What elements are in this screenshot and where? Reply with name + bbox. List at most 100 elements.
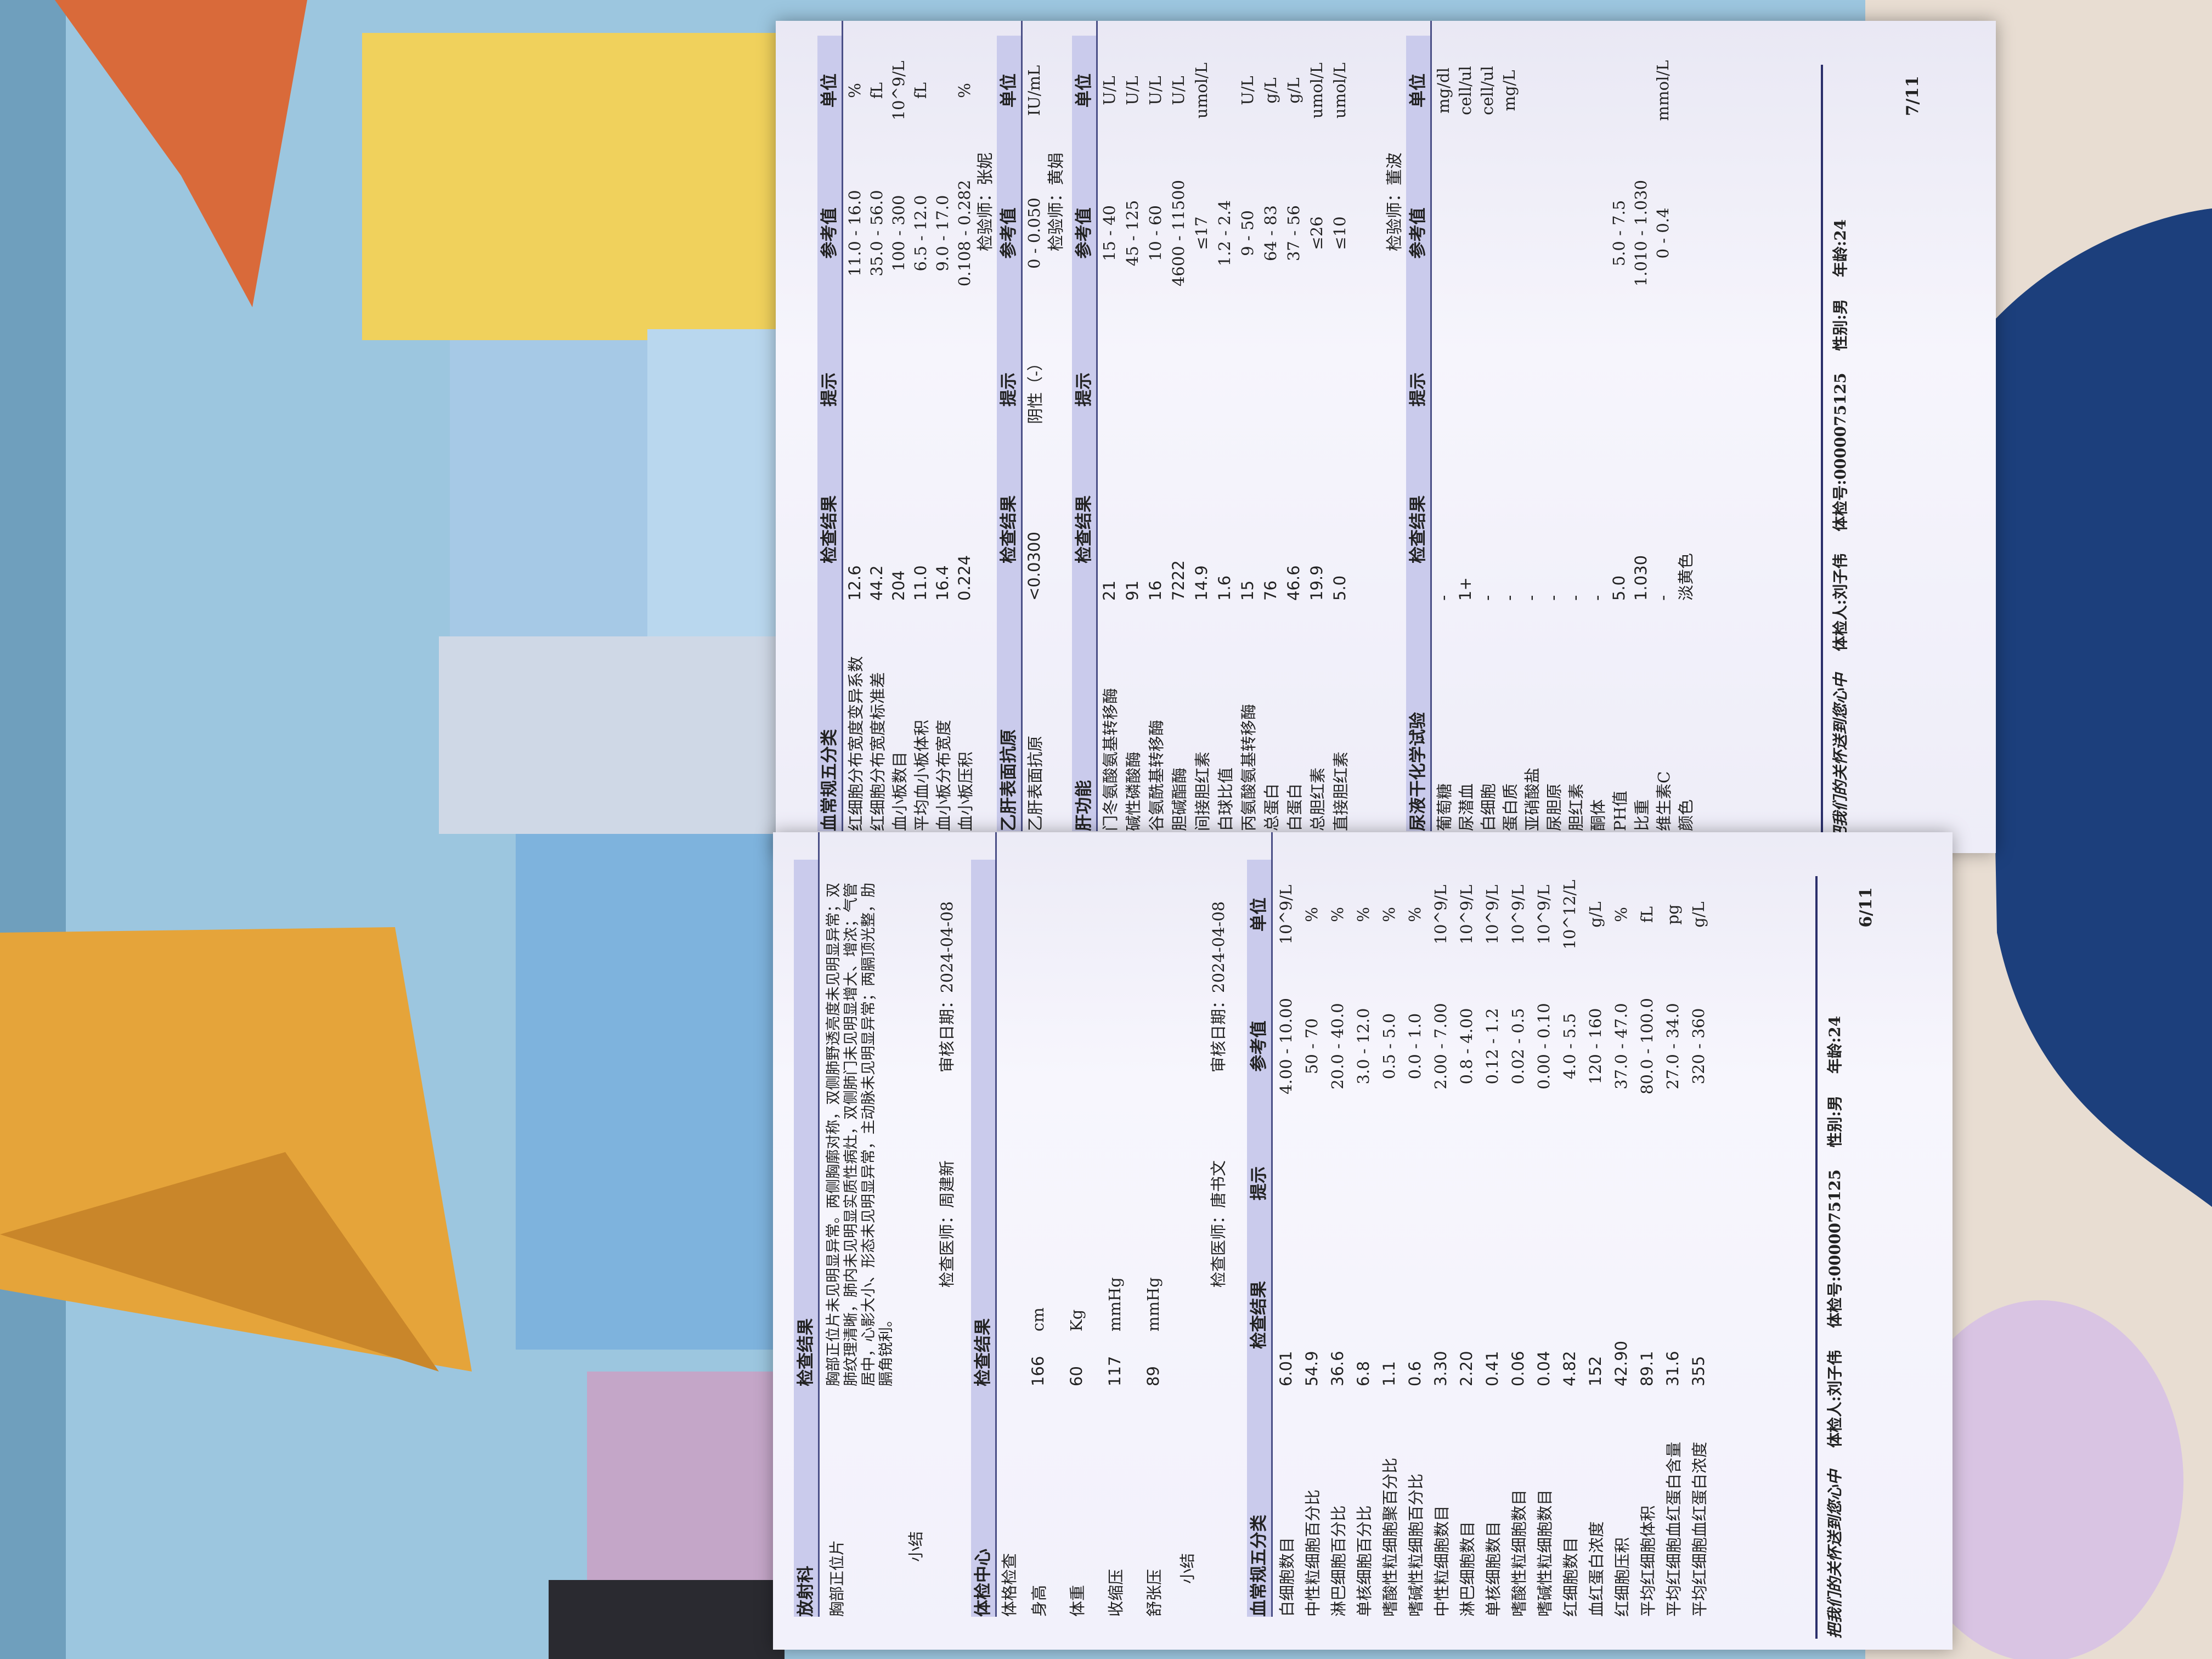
footer-age: 年龄:24 [1831,219,1849,278]
result-value: 12.6 [845,565,864,601]
unit: umol/L [1330,63,1349,119]
footer-sex: 性别:男 [1831,299,1849,351]
item-name: 血小板数目 [890,751,909,831]
result-value: 89 [1144,1366,1163,1386]
result-value: 2.20 [1457,1351,1476,1386]
table-row: 碱性磷酸酶 91 45 - 125 U/L [1121,21,1144,831]
result-value: 0.224 [955,555,974,601]
unit: % [1302,907,1321,922]
toy-package [439,636,779,834]
table-row: 颜色 淡黄色 [1673,21,1695,831]
section-title: 肝功能 [1072,601,1096,831]
table-row: 中性粒细胞百分比 54.9 50 - 70% [1299,832,1324,1617]
column-header: 单位 [1072,36,1096,145]
unit: U/L [1169,76,1188,105]
table-row: 嗜酸性粒细胞数目 0.06 0.02 - 0.5 10^9/L [1505,832,1531,1617]
table-row: 平均红细胞血红蛋白浓度 355 320 - 360 g/L [1685,832,1711,1617]
item-name: 中性粒细胞数目 [1432,1505,1451,1617]
item-name: 总胆红素 [1308,767,1327,831]
reference-range: 9.0 - 17.0 [933,195,952,272]
result-value: - [1544,595,1562,601]
unit: U/L [1238,76,1257,105]
table-row: 红细胞分布宽度变异系数 12.6 11.0 - 16.0% [843,21,865,831]
reference-range: 0.02 - 0.5 [1508,1008,1527,1085]
item-name: 平均血小板体积 [912,719,931,831]
column-header: 检查结果 [1072,458,1096,601]
section-title: 体检中心 [971,1386,995,1617]
table-row: 红细胞数目 4.82 4.0 - 5.5 10^12/L [1556,832,1582,1617]
table-row: 门冬氨酸氨基转移酶 21 15 - 40 U/L [1098,21,1121,831]
table-row: 谷氨酰基转移酶 16 10 - 60 U/L [1144,21,1167,831]
result-value: 14.9 [1192,565,1211,601]
unit: Kg [1067,1309,1086,1331]
table-row: 平均红细胞血红蛋白含量 31.6 27.0 - 34.0 pg [1660,832,1685,1617]
item-name: PH值 [1611,791,1629,831]
table-row: 胆红素 - [1564,21,1585,831]
table-row: 嗜酸性粒细胞聚百分比 1.1 0.5 - 5.0% [1376,832,1402,1617]
result-value: 44.2 [867,565,886,601]
table-row: 单核细胞数目 0.41 0.12 - 1.2 10^9/L [1479,832,1505,1617]
footer-person: 体检人:刘子伟 [1831,553,1849,651]
table-row: 葡萄糖 - mg/dl [1432,21,1454,831]
reference-range: 0.8 - 4.00 [1457,1008,1476,1085]
table-row: 淋巴细胞百分比 36.6 20.0 - 40.0% [1324,832,1350,1617]
item-name: 血小板分布宽度 [934,719,953,831]
reference-range: 2.00 - 7.00 [1431,1003,1450,1090]
table-row: 收缩压 117 mmHg [1096,832,1134,1617]
column-header: 参考值 [1406,145,1430,321]
result-value: - [1588,595,1606,601]
result-value: 淡黄色 [1677,552,1695,601]
table-row: 白细胞数目 6.01 4.00 - 10.00 10^9/L [1273,832,1299,1617]
table-row: 酮体 - [1585,21,1607,831]
table-row: PH值 5.0 5.0 - 7.5 [1607,21,1629,831]
result-value: <0.0300 [1025,532,1043,601]
item-name: 收缩压 [1107,1568,1125,1617]
unit: mg/dl [1434,67,1453,114]
summary-label: 小结 [907,1531,925,1562]
section-title: 放射科 [794,1386,818,1617]
item-name: 葡萄糖 [1435,783,1454,831]
result-value: 0.6 [1405,1361,1424,1386]
reference-range: 3.0 - 12.0 [1353,1008,1373,1085]
footer: 把我们的关怀送到您心中 体检人:刘子伟 体检号:0000075125 性别:男 … [1821,65,1850,842]
result-value: 0.41 [1482,1351,1502,1386]
table-row: 中性粒细胞数目 3.30 2.00 - 7.00 10^9/L [1427,832,1453,1617]
item-name: 白细胞 [1479,783,1498,831]
table-header: 尿液干化学试验 检查结果 提示 参考值 单位 [1406,21,1432,831]
result-value: 0.04 [1534,1351,1553,1386]
result-value: 204 [889,570,908,601]
unit: mmHg [1144,1277,1163,1331]
table-row: 体重 60 Kg [1057,832,1096,1617]
unit: mmHg [1105,1277,1124,1331]
report-page-6: 放射科 检查结果 胸部正位片 胸部正位片未见明显异常。两侧胸廓对称，双侧肺野透亮… [773,832,1953,1650]
result-value: 6.01 [1276,1351,1295,1386]
result-value: 54.9 [1302,1351,1321,1386]
unit: cm [1029,1307,1047,1331]
reference-range: 27.0 - 34.0 [1663,1003,1682,1090]
column-header: 参考值 [997,145,1021,321]
item-name: 嗜酸性粒细胞数目 [1509,1489,1528,1617]
section-title: 乙肝表面抗原 [997,601,1021,831]
section-hbsag: 乙肝表面抗原 检查结果 提示 参考值 单位 乙肝表面抗原 <0.0300 阴性（-） 0 - 0… [997,21,1046,831]
column-header: 提示 [1247,1123,1271,1244]
unit: fL [867,82,886,99]
red-paper-shape [55,0,307,307]
item-name: 胸部正位片 [828,1539,846,1617]
column-header: 检查结果 [997,458,1021,601]
unit: U/L [1100,76,1119,105]
table-row: 平均血小板体积 11.0 6.5 - 12.0 fL [909,21,931,831]
table-row: 蛋白质 - mg/L [1498,21,1520,831]
shelf-shadow [549,1580,785,1659]
column-header: 提示 [1072,321,1096,458]
paper-plane-fold [0,1152,439,1372]
result-value: - [1478,595,1497,601]
unit: umol/L [1192,63,1211,119]
result-value: 3.30 [1431,1351,1450,1386]
result-value: 5.0 [1330,575,1349,601]
item-name: 红细胞数目 [1561,1537,1580,1617]
result-value: - [1434,595,1453,601]
table-row: 单核细胞百分比 6.8 3.0 - 12.0% [1350,832,1376,1617]
table-row: 淋巴细胞数目 2.20 0.8 - 4.00 10^9/L [1453,832,1479,1617]
table-row: 嗜碱性粒细胞百分比 0.6 0.0 - 1.0% [1402,832,1427,1617]
unit: umol/L [1307,63,1326,119]
